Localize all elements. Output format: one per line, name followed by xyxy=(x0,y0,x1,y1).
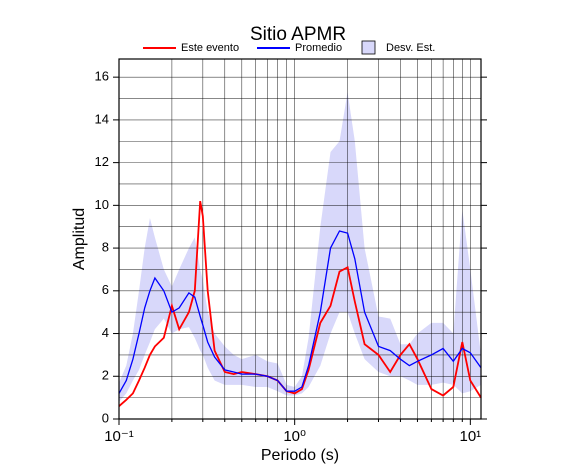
legend-label: Desv. Est. xyxy=(386,42,435,54)
std-band xyxy=(119,92,481,402)
x-tick-label: 10¹ xyxy=(459,428,481,445)
x-tick-label: 10⁻¹ xyxy=(104,428,134,445)
y-tick-label: 10 xyxy=(95,197,109,212)
legend-label: Este evento xyxy=(181,42,239,54)
y-tick-label: 6 xyxy=(102,282,109,297)
series-line xyxy=(118,230,482,394)
chart-title: Sitio APMR xyxy=(250,24,346,45)
legend-swatch xyxy=(361,40,376,55)
y-tick-label: 2 xyxy=(102,368,109,383)
y-tick-label: 12 xyxy=(95,154,109,169)
x-tick-label: 10⁰ xyxy=(283,428,306,445)
y-tick-label: 4 xyxy=(102,325,109,340)
y-tick-label: 8 xyxy=(102,240,109,255)
y-tick-label: 0 xyxy=(102,410,109,425)
y-tick-label: 16 xyxy=(95,69,109,84)
legend-label: Promedio xyxy=(295,42,342,54)
y-tick-label: 14 xyxy=(95,111,109,126)
plot-frame xyxy=(118,58,482,420)
y-axis-label: Amplitud xyxy=(71,208,88,270)
x-axis-label: Periodo (s) xyxy=(261,447,339,464)
